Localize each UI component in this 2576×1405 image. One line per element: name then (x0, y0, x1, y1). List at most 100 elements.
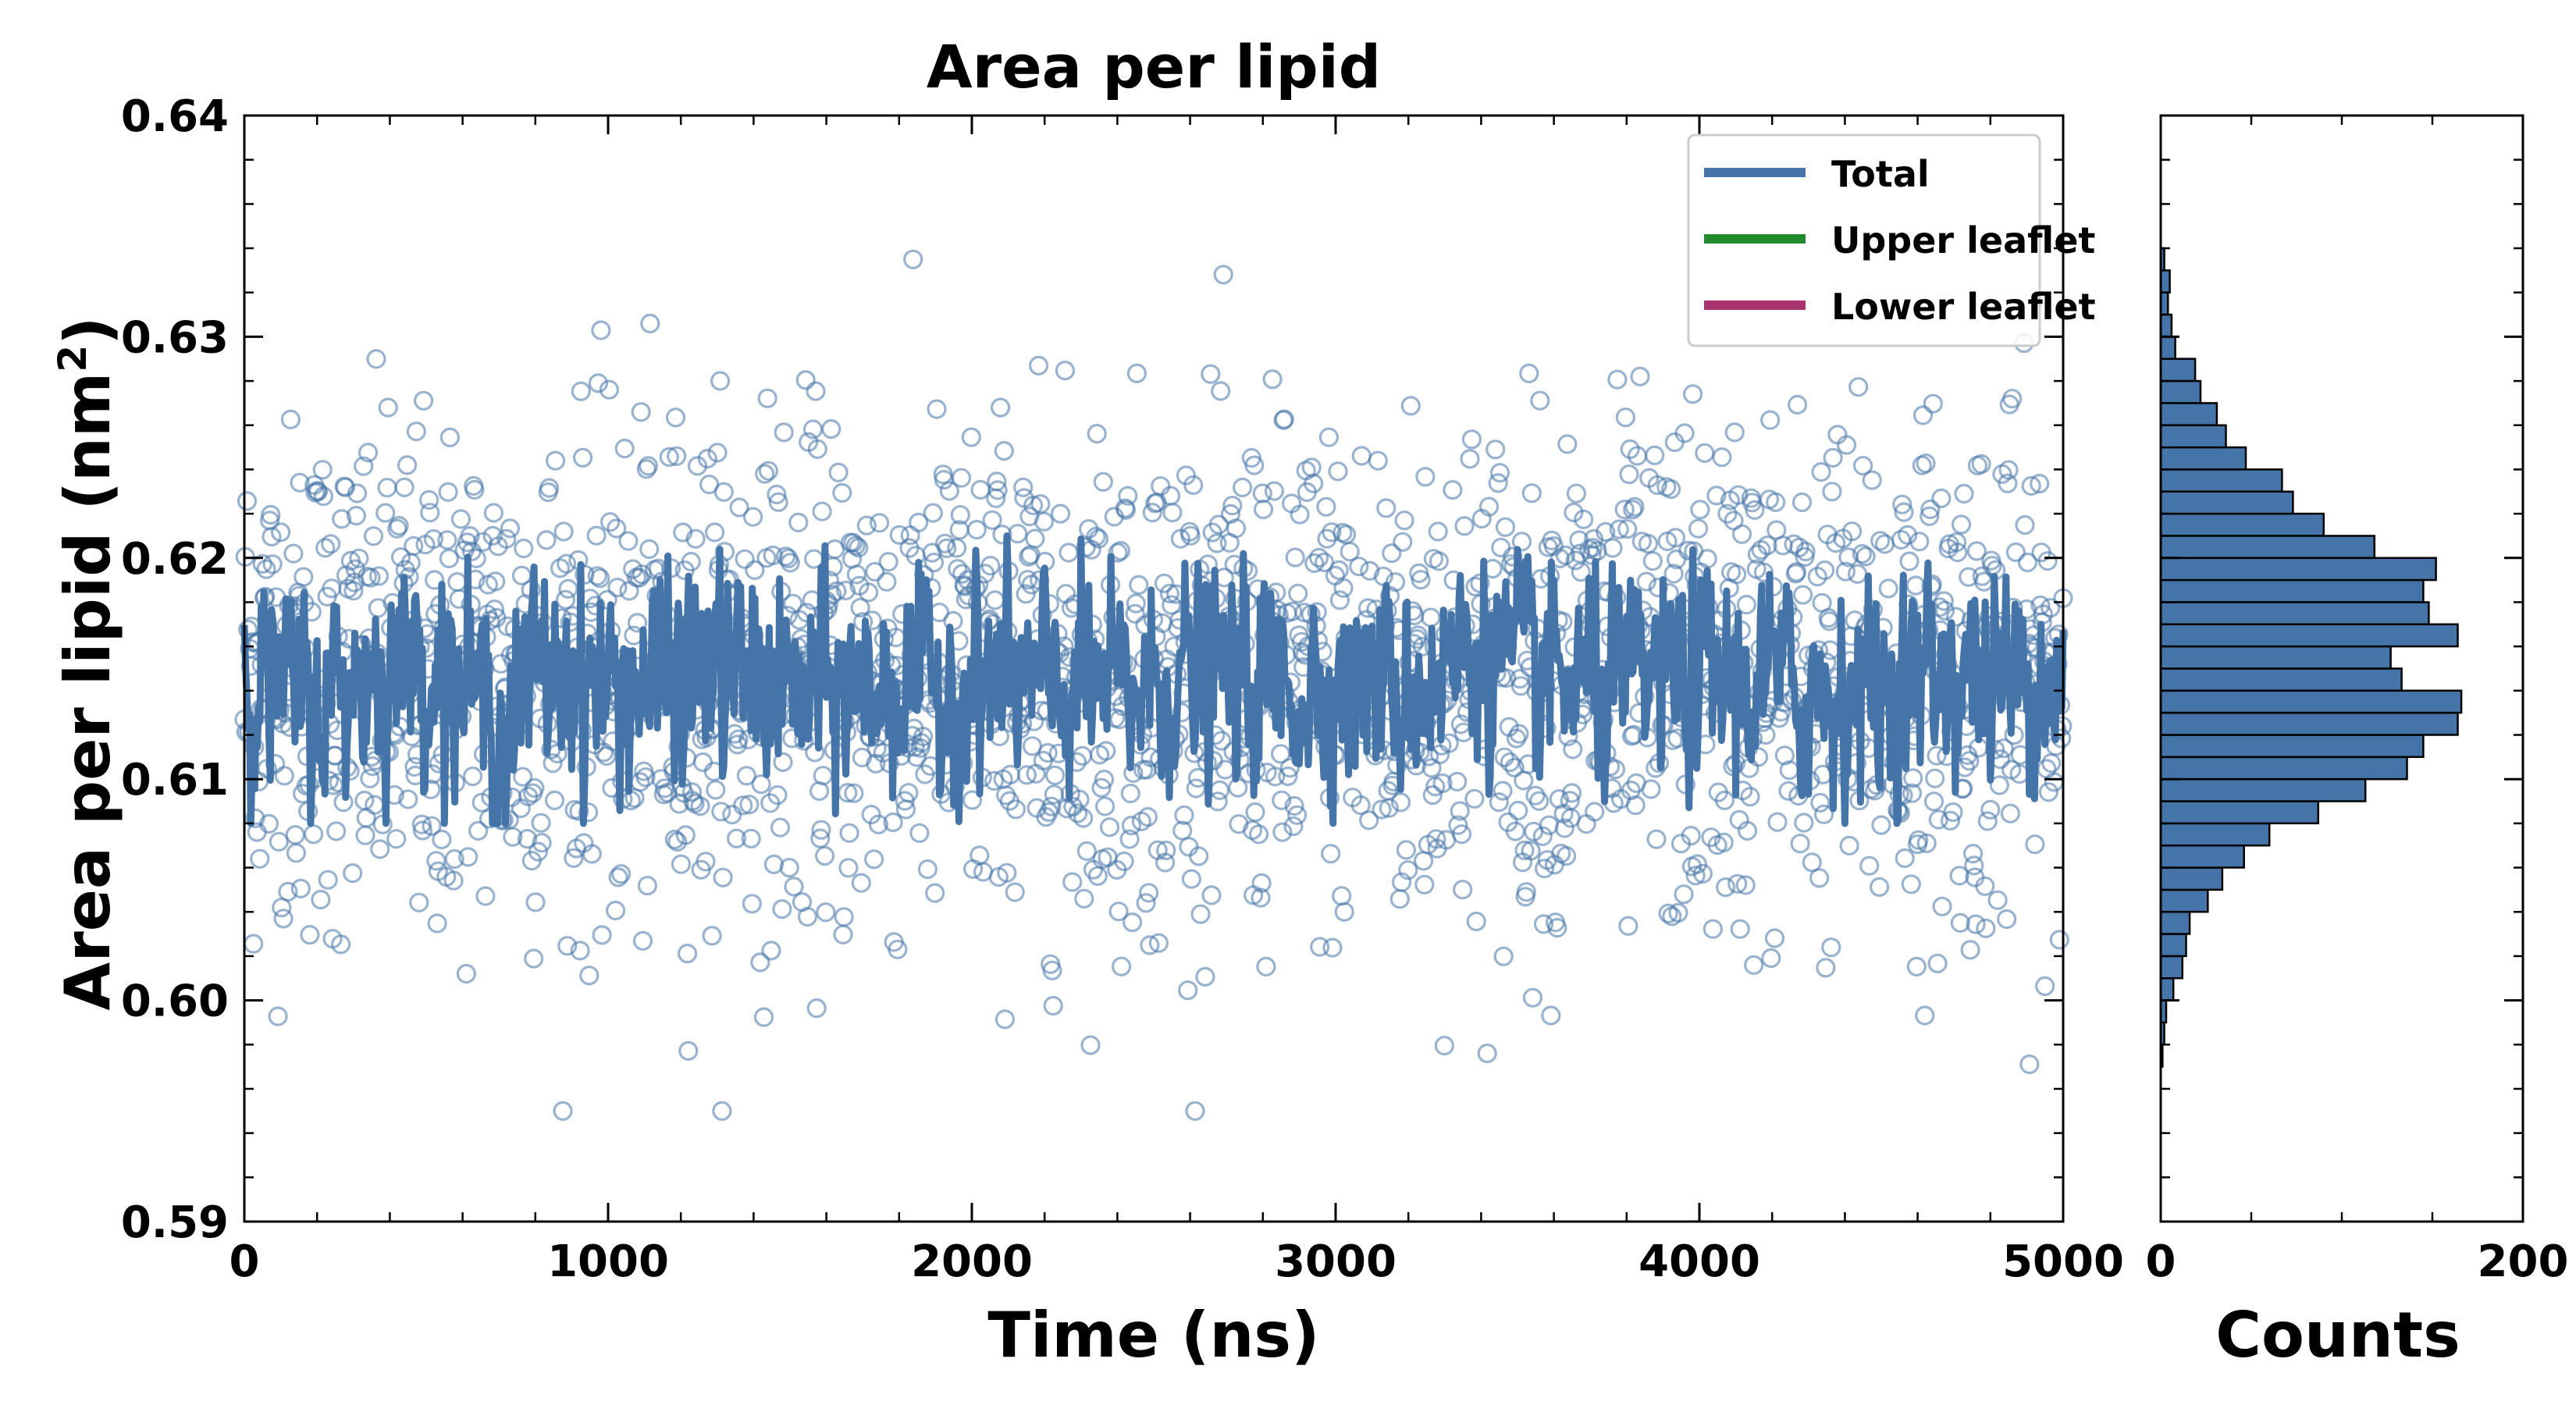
scatter-point (1245, 802, 1265, 823)
scatter-point (843, 532, 863, 553)
scatter-point (1195, 966, 1215, 987)
scatter-point (1251, 887, 1271, 908)
scatter-point (1695, 443, 1715, 464)
scatter-point (1262, 369, 1283, 389)
scatter-point (1786, 562, 1807, 582)
scatter-point (422, 816, 442, 836)
scatter-point (1464, 788, 1485, 809)
scatter-point (1073, 808, 1094, 828)
scatter-point (951, 468, 972, 488)
scatter-point (1119, 829, 1140, 849)
scatter-point (1376, 498, 1397, 518)
scatter-point (1488, 473, 1508, 493)
histogram-bar (2159, 689, 2463, 714)
scatter-point (1253, 499, 1274, 520)
scatter-point (2019, 1054, 2040, 1075)
scatter-point (564, 848, 584, 868)
scatter-point (1251, 873, 1272, 894)
scatter-point (1508, 800, 1528, 821)
scatter-point (1998, 460, 2019, 480)
scatter-point (1396, 840, 1417, 860)
scatter-point (1017, 570, 1038, 590)
scatter-point (1923, 791, 1944, 812)
scatter-point (610, 864, 632, 884)
scatter-point (1279, 758, 1300, 778)
scatter-point (1779, 760, 1799, 781)
scatter-point (1310, 937, 1330, 957)
scatter-point (1778, 781, 1799, 801)
scatter-point (913, 726, 934, 747)
scatter-point (1037, 742, 1058, 763)
histogram-bar (2159, 955, 2184, 980)
scatter-point (1088, 528, 1109, 549)
scatter-point (1690, 500, 1710, 520)
scatter-point (1256, 956, 1276, 977)
scatter-point (1692, 863, 1713, 884)
histogram-axes: 0 200 (2146, 114, 2568, 1287)
scatter-point (1716, 877, 1736, 898)
scatter-point (1028, 355, 1049, 375)
scatter-point (1927, 745, 1947, 766)
scatter-point (939, 481, 959, 501)
scatter-point (1154, 573, 1175, 593)
histogram-bar (2159, 910, 2191, 935)
scatter-point (1949, 866, 1969, 886)
scatter-point (1042, 960, 1062, 980)
scatter-point (678, 1040, 699, 1062)
scatter-point (1923, 393, 1943, 414)
scatter-point (900, 525, 920, 546)
scatter-point (2044, 772, 2064, 792)
scatter-point (1359, 810, 1379, 831)
scatter-point (632, 930, 653, 951)
scatter-point (1316, 496, 1336, 517)
scatter-point (1703, 919, 1723, 939)
scatter-point (237, 491, 258, 511)
scatter-point (755, 464, 775, 484)
scatter-point (608, 867, 628, 887)
scatter-point (600, 512, 621, 532)
scatter-point (1034, 511, 1055, 532)
scatter-point (2038, 782, 2058, 802)
scatter-point (1172, 820, 1193, 841)
scatter-point (1519, 363, 1539, 383)
scatter-point (335, 477, 355, 497)
scatter-point (1521, 841, 1541, 861)
scatter-point (1121, 815, 1142, 836)
scatter-point (500, 518, 521, 539)
scatter-point (1393, 532, 1413, 552)
scatter-point (1368, 450, 1388, 471)
scatter-point (365, 795, 385, 815)
scatter-point (1504, 757, 1525, 777)
scatter-point (420, 503, 440, 523)
scatter-point (1114, 851, 1134, 872)
scatter-point (909, 512, 929, 533)
scatter-point (1411, 570, 1431, 590)
scatter-point (1871, 815, 1891, 835)
scatter-point (1902, 783, 1923, 803)
scatter-point (1971, 454, 1991, 475)
scatter-point (1998, 473, 2018, 493)
scatter-point (1466, 911, 1486, 932)
scatter-point (637, 875, 658, 896)
scatter-point (1827, 425, 1848, 445)
scatter-point (252, 553, 272, 574)
histogram-bar (2159, 557, 2437, 582)
scatter-point (525, 777, 545, 799)
scatter-point (1493, 781, 1513, 801)
scatter-point (1080, 1035, 1101, 1055)
scatter-point (591, 320, 611, 340)
scatter-point (1126, 593, 1146, 614)
scatter-point (1334, 902, 1354, 922)
scatter-point (438, 482, 458, 503)
scatter-point (877, 571, 897, 592)
scatter-point (1960, 940, 1980, 960)
scatter-point (312, 460, 333, 480)
scatter-point (1614, 500, 1635, 520)
scatter-point (377, 478, 397, 498)
scatter-point (1736, 594, 1756, 615)
scatter-point (1179, 837, 1199, 857)
histogram-bar (2159, 578, 2425, 603)
scatter-point (1596, 521, 1616, 542)
scatter-point (1605, 759, 1626, 780)
